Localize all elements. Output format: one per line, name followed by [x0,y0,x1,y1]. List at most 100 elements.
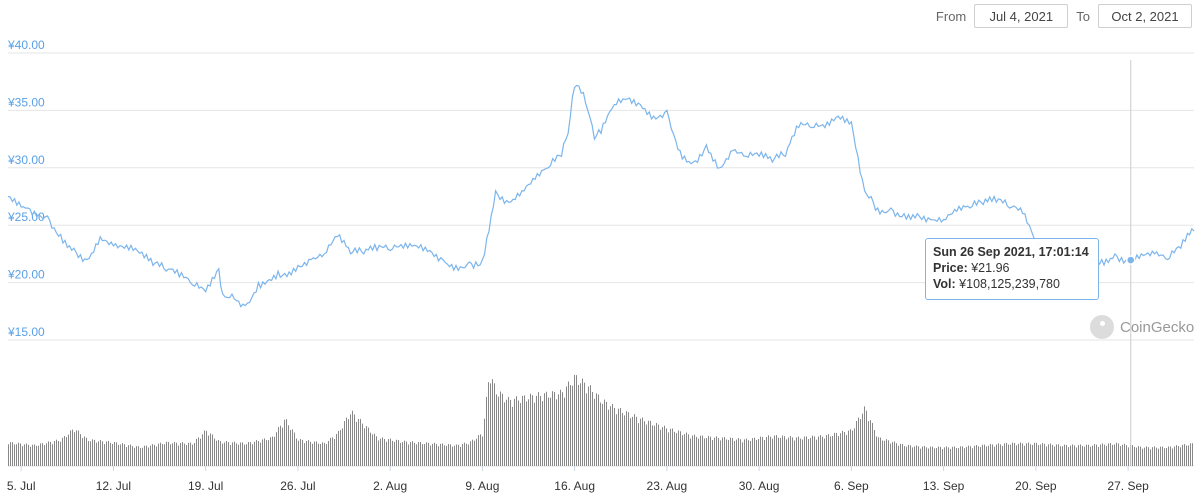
volume-bar [330,437,331,466]
volume-bar [140,448,141,466]
volume-bar [768,435,769,466]
volume-bar [290,430,291,466]
volume-bar [1182,444,1183,466]
volume-bar [148,447,149,466]
volume-bar [1036,442,1037,466]
volume-bar [1136,447,1137,466]
volume-bar [860,419,861,466]
volume-bar [590,385,591,466]
volume-bar [48,441,49,466]
volume-bar [350,414,351,466]
volume-bar [740,439,741,466]
volume-bar [18,442,19,466]
volume-bar [1124,443,1125,466]
volume-bar [1160,446,1161,466]
volume-bar [682,435,683,466]
volume-bar [194,442,195,466]
volume-bar [158,443,159,466]
volume-bar [344,421,345,466]
volume-bar [120,444,121,466]
volume-bar [798,436,799,466]
volume-bar [520,403,521,466]
volume-bar [1158,448,1159,466]
volume-bar [122,443,123,466]
volume-bar [428,442,429,466]
volume-bar [224,442,225,466]
volume-bar [284,419,285,466]
volume-bar [720,440,721,466]
x-tick-label: 6. Sep [834,479,869,493]
volume-bar [424,444,425,466]
volume-bar [604,399,605,466]
volume-bar [1094,444,1095,466]
volume-bar [774,435,775,466]
volume-bar [1078,445,1079,466]
volume-bar [364,428,365,466]
volume-bar [460,446,461,466]
volume-bar [1164,448,1165,466]
volume-bar [654,425,655,466]
volume-bar [518,400,519,466]
volume-bar [232,442,233,466]
volume-bar [44,445,45,466]
volume-bar [500,391,501,466]
y-axis-ticks: ¥15.00 ¥20.00 ¥25.00 ¥30.00 ¥35.00 ¥40.00 [7,38,45,339]
volume-bar [552,391,553,466]
volume-bar [1154,446,1155,466]
volume-bar [1140,446,1141,466]
date-range-selector: From Jul 4, 2021 To Oct 2, 2021 [936,4,1192,28]
volume-bar [916,445,917,466]
volume-bar [190,442,191,466]
volume-bar [332,437,333,466]
volume-bar [410,442,411,466]
volume-bar [1192,443,1193,466]
volume-bar [836,432,837,466]
volume-bar [954,446,955,466]
volume-bar [104,444,105,466]
volume-bar [220,441,221,466]
volume-bar [1044,443,1045,466]
to-date-input[interactable]: Oct 2, 2021 [1098,4,1192,28]
volume-bar [970,446,971,466]
volume-bar [400,442,401,466]
volume-bar [686,432,687,466]
volume-bar [838,436,839,466]
volume-bar [702,435,703,466]
volume-bar [696,436,697,466]
volume-bar [922,446,923,466]
volume-bar [1020,442,1021,466]
volume-bar [796,437,797,466]
x-tick-label: 20. Sep [1015,479,1057,493]
volume-bar [952,446,953,466]
volume-bar [1146,446,1147,466]
volume-bar [1042,442,1043,466]
volume-bar [976,445,977,466]
volume-bar [928,448,929,466]
from-date-input[interactable]: Jul 4, 2021 [974,4,1069,28]
volume-bar [478,435,479,466]
volume-bar [1108,443,1109,466]
volume-bar [496,394,497,466]
volume-bar [238,444,239,466]
volume-bar [544,393,545,466]
volume-bar [192,444,193,466]
volume-bar [878,437,879,466]
volume-bar [214,438,215,466]
volume-bar [278,427,279,466]
volume-bar [776,435,777,466]
volume-bar [308,440,309,466]
volume-bar [414,442,415,466]
volume-bar [594,398,595,466]
volume-bar [472,439,473,466]
volume-bar [700,435,701,466]
volume-bar [396,439,397,466]
volume-bar [108,440,109,466]
volume-bar [292,429,293,466]
volume-bar [722,437,723,466]
volume-bar [314,441,315,466]
volume-bar [362,423,363,466]
volume-bar [1076,447,1077,466]
volume-bar [24,444,25,466]
volume-bar [850,429,851,466]
